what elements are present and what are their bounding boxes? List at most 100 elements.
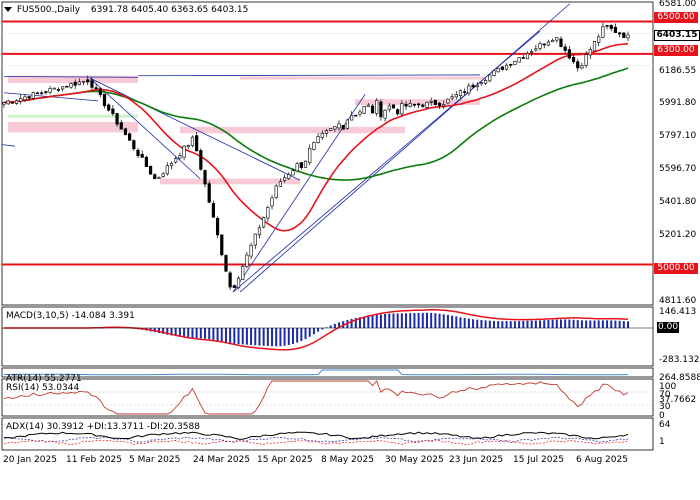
candle-body: [169, 163, 174, 167]
trendlines: [1, 3, 571, 293]
macd-bar: [275, 328, 278, 347]
chart-header: FUS500.,Daily 6391.78 6405.40 6363.65 64…: [4, 5, 248, 16]
candle-body: [530, 51, 534, 54]
candle-body: [128, 133, 132, 141]
macd-bar: [459, 317, 462, 328]
candle-body: [278, 181, 283, 187]
macd-bar: [208, 328, 211, 340]
macd-bar: [174, 328, 177, 337]
macd-bar: [392, 313, 395, 328]
macd-label: MACD(3,10,5) -14.084 3.391: [6, 311, 135, 321]
zone-rect: [8, 114, 138, 118]
candle-body: [446, 98, 450, 104]
candle-body: [546, 41, 551, 46]
trendline: [137, 74, 481, 77]
macd-bar: [593, 320, 596, 328]
rsi-tick: 0: [659, 411, 665, 421]
candle-body: [220, 234, 224, 256]
candle-body: [14, 100, 19, 104]
candle-body: [479, 82, 484, 85]
candle-body: [178, 155, 182, 159]
candle-body: [295, 163, 299, 172]
macd-bar: [518, 321, 521, 328]
macd-signal-line: [4, 309, 629, 351]
moving-averages: [3, 42, 629, 232]
chart-symbol-icon: [4, 7, 12, 12]
price-tick: 5401.80: [659, 197, 697, 207]
candle-body: [44, 91, 48, 93]
candle-body: [601, 26, 605, 38]
candle-body: [463, 91, 467, 93]
candle-body: [23, 96, 27, 101]
candle-body: [584, 54, 588, 66]
candle-body: [404, 103, 408, 107]
zone-rect: [240, 76, 485, 80]
macd-bar: [601, 320, 604, 328]
candle-body: [19, 97, 23, 102]
macd-bar: [375, 314, 378, 328]
macd-bar: [467, 318, 470, 328]
candle-body: [576, 61, 580, 69]
macd-bar: [434, 313, 437, 328]
candle-body: [211, 203, 215, 218]
macd-bar: [308, 328, 311, 337]
candle-body: [249, 245, 253, 257]
candle-body: [337, 123, 341, 129]
panel-frame: [1, 1, 654, 306]
candle-body: [308, 148, 312, 163]
date-label: 15 Apr 2025: [257, 455, 313, 465]
macd-bar: [610, 320, 613, 328]
macd-bar: [363, 316, 366, 328]
macd-bar: [559, 319, 562, 328]
zone-rect: [180, 126, 405, 134]
macd-bar: [597, 320, 600, 328]
macd-bar: [492, 320, 495, 328]
trendline: [3, 76, 139, 78]
macd-bar: [618, 320, 621, 328]
date-label: 11 Feb 2025: [66, 455, 123, 465]
macd-bar: [543, 320, 546, 328]
candle-body: [90, 80, 94, 88]
macd-bar: [224, 328, 227, 343]
candle-body: [567, 49, 571, 59]
candle-body: [396, 109, 400, 115]
candle-body: [324, 130, 329, 134]
macd-bar: [300, 328, 303, 341]
macd-bar: [614, 320, 617, 328]
candle-body: [425, 102, 429, 108]
zone-rect: [8, 75, 138, 84]
candle-body: [31, 92, 35, 99]
macd-bar: [551, 319, 554, 328]
macd-bar: [505, 321, 508, 328]
date-label: 15 Jul 2025: [513, 455, 564, 465]
candle-body: [563, 46, 567, 51]
candle-body: [370, 105, 375, 114]
candle-body: [588, 49, 592, 56]
macd-bar: [287, 328, 290, 345]
macd-bar: [425, 312, 428, 328]
candle-body: [450, 96, 454, 99]
candle-body: [98, 88, 102, 96]
candle-body: [571, 56, 576, 63]
candle-body: [358, 111, 362, 115]
macd-bar: [212, 328, 215, 340]
rsi-tick: 30: [659, 402, 671, 412]
candle-body: [349, 115, 354, 121]
macd-bar: [409, 313, 412, 328]
price-tick: 6186.55: [659, 66, 697, 76]
macd-bar: [530, 320, 533, 328]
macd-bar: [585, 320, 588, 328]
macd-bar: [338, 322, 341, 328]
candle-body: [86, 79, 90, 83]
macd-bar: [329, 325, 332, 328]
macd-bar: [455, 316, 458, 328]
candle-body: [257, 227, 262, 236]
macd-bar: [497, 321, 500, 328]
candle-body: [555, 37, 559, 41]
adx-line: [3, 431, 629, 440]
candle-body: [153, 174, 157, 179]
date-label: 20 Jan 2025: [3, 455, 57, 465]
ma-slow-line: [3, 67, 629, 181]
macd-bar: [166, 328, 169, 335]
